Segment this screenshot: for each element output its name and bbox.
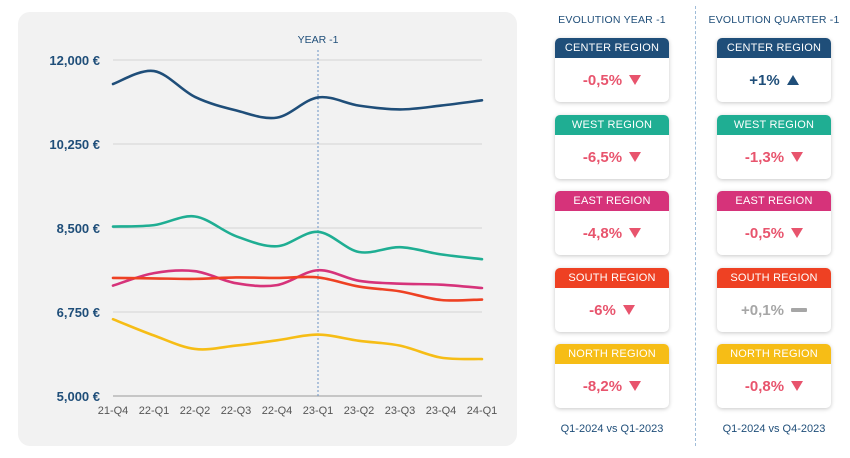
quarter-column-title: EVOLUTION QUARTER -1 (708, 14, 840, 26)
card-body: +1% (717, 58, 831, 102)
x-tick-label: 23-Q2 (344, 405, 375, 417)
card-body: -0,8% (717, 364, 831, 408)
card-value: -8,2% (582, 377, 623, 395)
trend-down-icon (622, 305, 635, 315)
line-chart: 12,000 € 10,250 € 8,500 € 6,750 € 5,000 €21-… (49, 34, 498, 417)
card-body: +0,1% (717, 288, 831, 332)
card-value: -6% (589, 301, 616, 319)
quarter-card-east-region: EAST REGION -0,5% (717, 191, 831, 255)
chart-panel: 12,000 € 10,250 € 8,500 € 6,750 € 5,000 €21-… (18, 12, 517, 446)
year-card-center-region: CENTER REGION -0,5% (555, 38, 669, 102)
series-line-south-region (111, 275, 484, 302)
x-tick-label: 23-Q4 (426, 405, 457, 417)
quarter-column-footer: Q1-2024 vs Q4-2023 (722, 423, 826, 435)
card-value: -1,3% (744, 148, 785, 166)
trend-down-icon (791, 152, 804, 162)
trend-down-icon (629, 152, 642, 162)
x-tick-label: 24-Q1 (467, 405, 498, 417)
year-card-west-region: WEST REGION -6,5% (555, 115, 669, 179)
y-tick-label: 8,500 € (57, 221, 100, 236)
card-region-label: EAST REGION (555, 191, 669, 211)
card-value: -0,5% (744, 224, 785, 242)
trend-down-icon (791, 228, 804, 238)
y-tick-label: 12,000 € (49, 53, 100, 68)
year-card-east-region: EAST REGION -4,8% (555, 191, 669, 255)
card-region-label: SOUTH REGION (555, 268, 669, 288)
year-card-north-region: NORTH REGION -8,2% (555, 344, 669, 408)
card-body: -1,3% (717, 135, 831, 179)
card-body: -6% (555, 288, 669, 332)
card-body: -0,5% (555, 58, 669, 102)
y-tick-label: 5,000 € (57, 389, 100, 404)
card-value: -4,8% (582, 224, 623, 242)
card-value: -0,5% (582, 71, 623, 89)
card-value: -6,5% (582, 148, 623, 166)
x-tick-label: 23-Q1 (303, 405, 334, 417)
card-body: -8,2% (555, 364, 669, 408)
x-tick-label: 21-Q4 (98, 405, 129, 417)
quarter-card-south-region: SOUTH REGION +0,1% (717, 268, 831, 332)
trend-flat-icon (790, 308, 807, 312)
card-region-label: NORTH REGION (717, 344, 831, 364)
series-line-west-region (111, 214, 484, 261)
card-region-label: CENTER REGION (717, 38, 831, 58)
series-line-center-region (111, 69, 484, 120)
series-line-north-region (111, 317, 484, 361)
x-tick-label: 22-Q4 (262, 405, 293, 417)
year-card-south-region: SOUTH REGION -6% (555, 268, 669, 332)
quarter-card-center-region: CENTER REGION +1% (717, 38, 831, 102)
trend-down-icon (629, 228, 642, 238)
trend-down-icon (629, 75, 642, 85)
column-divider (695, 6, 696, 446)
year-column-title: EVOLUTION YEAR -1 (558, 14, 666, 26)
card-value: +1% (749, 71, 780, 89)
card-body: -0,5% (717, 211, 831, 255)
card-region-label: WEST REGION (555, 115, 669, 135)
x-tick-label: 22-Q3 (221, 405, 252, 417)
card-region-label: NORTH REGION (555, 344, 669, 364)
year-column-footer: Q1-2024 vs Q1-2023 (560, 423, 664, 435)
x-tick-label: 23-Q3 (385, 405, 416, 417)
card-value: -0,8% (744, 377, 785, 395)
card-body: -6,5% (555, 135, 669, 179)
card-region-label: WEST REGION (717, 115, 831, 135)
card-region-label: CENTER REGION (555, 38, 669, 58)
y-tick-label: 6,750 € (57, 305, 100, 320)
quarter-card-west-region: WEST REGION -1,3% (717, 115, 831, 179)
card-region-label: SOUTH REGION (717, 268, 831, 288)
y-tick-label: 10,250 € (49, 137, 100, 152)
trend-up-icon (786, 75, 799, 85)
trend-down-icon (629, 381, 642, 391)
x-tick-label: 22-Q2 (180, 405, 211, 417)
year-marker-label: YEAR -1 (298, 34, 339, 46)
card-value: +0,1% (741, 301, 784, 319)
x-tick-label: 22-Q1 (139, 405, 170, 417)
trend-down-icon (791, 381, 804, 391)
card-region-label: EAST REGION (717, 191, 831, 211)
quarter-card-north-region: NORTH REGION -0,8% (717, 344, 831, 408)
card-body: -4,8% (555, 211, 669, 255)
